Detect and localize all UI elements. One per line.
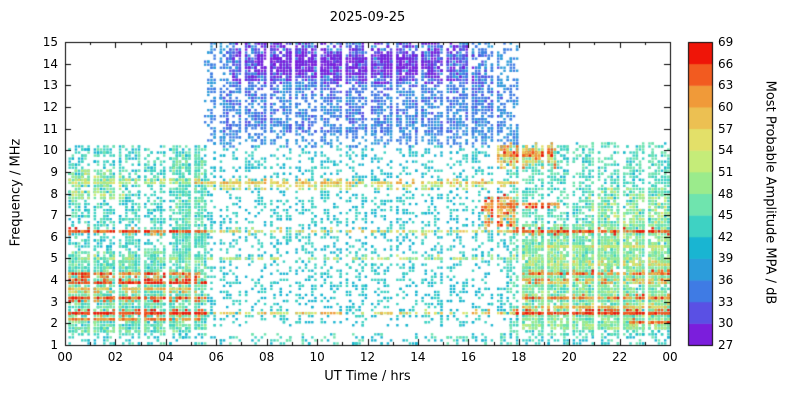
- colorbar-tick-label: 33: [718, 294, 734, 309]
- x-tick-label: 00: [662, 350, 678, 364]
- x-tick-label: 06: [208, 350, 224, 364]
- y-axis-label: Frequency / MHz: [8, 138, 24, 247]
- x-tick-label: 10: [309, 350, 325, 364]
- y-tick-label: 15: [42, 35, 58, 49]
- y-tick-label: 5: [50, 251, 58, 266]
- y-tick-label: 9: [50, 164, 58, 179]
- colorbar-tick-label: 60: [718, 99, 734, 114]
- colorbar-tick-label: 63: [718, 78, 734, 93]
- colorbar-tick-label: 57: [718, 121, 734, 136]
- colorbar-label: Most Probable Amplitude MPA / dB: [762, 80, 778, 305]
- chart-title: 2025-09-25: [329, 10, 406, 25]
- x-tick-label: 12: [359, 350, 376, 364]
- colorbar-tick-label: 48: [718, 186, 734, 201]
- colorbar-tick-label: 66: [718, 56, 734, 71]
- y-tick-label: 12: [42, 99, 58, 114]
- colorbar-tick-label: 42: [718, 229, 734, 244]
- y-tick-label: 7: [50, 208, 58, 223]
- y-tick-label: 13: [42, 78, 58, 93]
- y-tick-label: 3: [50, 294, 58, 309]
- colorbar-tick-label: 27: [718, 338, 734, 352]
- y-tick-label: 8: [50, 186, 58, 201]
- x-tick-label: 16: [460, 350, 476, 364]
- y-tick-label: 1: [50, 338, 58, 352]
- colorbar-tick-label: 36: [718, 273, 734, 288]
- colorbar-tick-label: 54: [718, 143, 734, 158]
- y-tick-label: 14: [42, 56, 58, 71]
- colorbar-tick-label: 69: [718, 35, 734, 49]
- x-axis-label: UT Time / hrs: [324, 369, 411, 384]
- y-tick-label: 2: [50, 316, 58, 331]
- x-tick-label: 22: [611, 350, 628, 364]
- colorbar-tick-label: 51: [718, 164, 734, 179]
- y-tick-label: 10: [42, 143, 58, 158]
- colorbar-tick-label: 30: [718, 316, 734, 331]
- x-tick-label: 18: [511, 350, 527, 364]
- colorbar-tick-label: 39: [718, 251, 734, 266]
- x-tick-label: 00: [57, 350, 73, 364]
- colorbar-tick-label: 45: [718, 208, 734, 223]
- y-tick-label: 11: [42, 121, 58, 136]
- y-tick-label: 4: [50, 273, 58, 288]
- x-tick-label: 14: [410, 350, 426, 364]
- x-tick-label: 02: [107, 350, 124, 364]
- x-tick-label: 20: [561, 350, 577, 364]
- x-tick-label: 04: [158, 350, 174, 364]
- y-tick-label: 6: [50, 229, 58, 244]
- x-tick-label: 08: [259, 350, 275, 364]
